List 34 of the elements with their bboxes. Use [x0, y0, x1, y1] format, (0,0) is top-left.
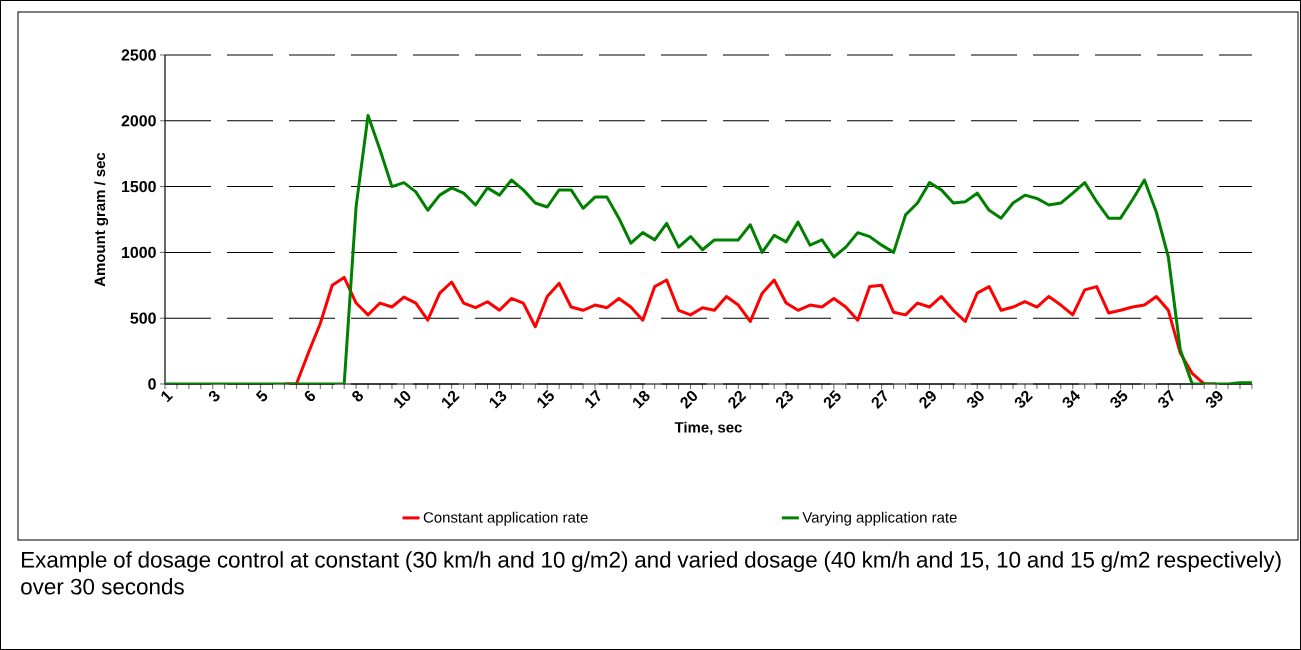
y-tick-label: 1000 [122, 246, 156, 259]
x-tick-label: 10 [394, 390, 411, 409]
x-tick-label: 39 [1205, 390, 1223, 408]
x-tick-label: 27 [871, 389, 888, 409]
y-tick-label: 0 [148, 378, 156, 390]
x-tick-label: 29 [919, 390, 936, 409]
x-tick-label: 35 [1110, 389, 1128, 408]
x-tick-label: 6 [304, 390, 316, 402]
text: Example of dosage control at constant (30 km/h and 10 g/m2) and varied dosage (40 km/h and 15, 10 and 15 g/m2 respectively) over 30 seconds [21, 551, 1281, 595]
x-tick-label: 18 [632, 390, 650, 409]
x-tick-label: 22 [728, 390, 747, 409]
x-tick-label: 8 [352, 390, 364, 402]
y-tick-label: 2000 [121, 115, 156, 127]
legend-label: Constant application rate [423, 511, 588, 526]
x-tick-label: 30 [967, 390, 984, 408]
x-tick-label: 25 [823, 389, 841, 409]
x-tick-label: 20 [680, 390, 698, 409]
x-tick-label: 37 [1158, 389, 1174, 408]
x-tick-label: 15 [537, 389, 554, 409]
x-tick-label: 3 [208, 390, 220, 402]
y-tick-label: 1500 [122, 180, 156, 193]
legend-label: Varying application rate [802, 511, 957, 526]
x-tick-label: 32 [1014, 390, 1033, 408]
y-tick-label: 2500 [121, 49, 156, 61]
y-tick-label: 500 [130, 312, 156, 324]
x-tick-label: 17 [585, 389, 601, 409]
x-tick-label: 23 [775, 390, 793, 409]
x-tick-label: 34 [1062, 390, 1081, 408]
x-axis-title: Time, sec [674, 421, 742, 435]
y-axis-title: Amount gram / sec [94, 152, 109, 287]
x-tick-label: 13 [489, 390, 507, 409]
x-tick-label: 12 [441, 390, 460, 409]
x-tick-label: 5 [255, 389, 268, 402]
x-tick-label: 1 [161, 391, 174, 403]
